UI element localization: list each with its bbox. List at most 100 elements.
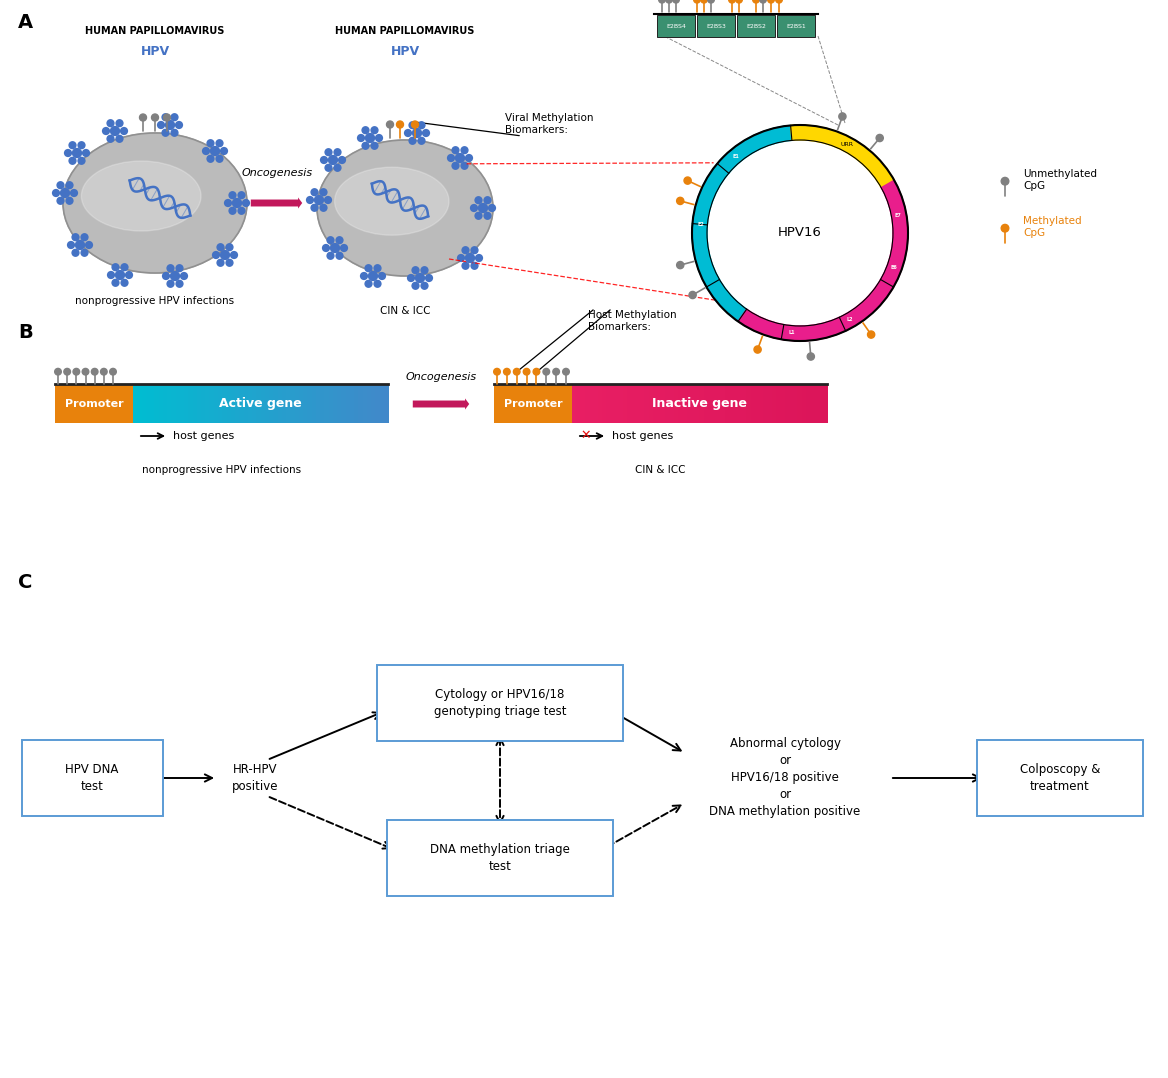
Circle shape [416,274,424,282]
Ellipse shape [317,140,493,276]
Bar [256,385,262,423]
Circle shape [752,0,759,3]
Circle shape [411,121,418,128]
Circle shape [116,120,123,126]
Circle shape [325,149,332,155]
Bar [576,385,582,423]
Bar [265,385,270,423]
Bar [593,385,598,423]
Bar [303,385,308,423]
Wedge shape [881,179,908,233]
Circle shape [57,197,64,204]
Text: Promoter: Promoter [64,399,124,409]
Circle shape [484,197,491,204]
Circle shape [81,234,88,240]
Circle shape [759,0,766,3]
Bar [367,385,371,423]
Circle shape [425,275,432,281]
Bar [691,385,696,423]
Bar [610,385,616,423]
Bar [656,385,662,423]
Text: DNA methylation triage
test: DNA methylation triage test [430,843,570,873]
Circle shape [729,0,736,3]
Circle shape [120,127,127,135]
Bar [669,385,675,423]
Circle shape [533,369,540,375]
Text: nonprogressive HPV infections: nonprogressive HPV infections [142,465,301,475]
Text: HUMAN PAPILLOMAVIRUS: HUMAN PAPILLOMAVIRUS [335,26,474,36]
Bar [793,385,798,423]
Bar [150,385,155,423]
Bar [307,385,313,423]
Circle shape [361,273,368,279]
Circle shape [227,260,232,266]
Circle shape [70,190,77,196]
Ellipse shape [334,167,449,235]
Bar [589,385,595,423]
Bar [185,385,189,423]
Circle shape [452,147,459,154]
Bar [269,385,274,423]
Circle shape [175,122,182,128]
Circle shape [767,0,774,3]
Circle shape [488,205,495,211]
Circle shape [111,126,119,136]
Bar [218,385,223,423]
Text: host genes: host genes [612,431,673,441]
Circle shape [684,177,691,184]
Circle shape [676,262,683,268]
Bar [286,385,291,423]
Circle shape [74,369,79,375]
Bar [214,385,220,423]
Bar [371,385,376,423]
Circle shape [216,155,223,162]
Bar [759,385,764,423]
Circle shape [456,153,465,163]
Circle shape [339,156,346,164]
Bar [359,385,363,423]
Circle shape [221,148,228,154]
Circle shape [461,163,468,169]
Bar [682,385,688,423]
Bar [325,385,329,423]
Circle shape [362,127,369,134]
Bar [572,385,577,423]
Bar [315,385,321,423]
Bar [167,385,172,423]
Circle shape [320,205,327,211]
Circle shape [479,204,487,212]
Text: CIN & ICC: CIN & ICC [635,465,686,475]
Circle shape [563,369,569,375]
Circle shape [694,0,701,3]
Circle shape [868,331,875,338]
Circle shape [107,136,114,142]
Circle shape [334,149,341,155]
Circle shape [217,244,224,250]
Circle shape [121,279,128,287]
Bar [146,385,151,423]
Bar [598,385,603,423]
Circle shape [376,135,382,141]
Bar [206,385,210,423]
Circle shape [327,237,334,244]
Text: HUMAN PAPILLOMAVIRUS: HUMAN PAPILLOMAVIRUS [85,26,224,36]
Bar [755,385,760,423]
Wedge shape [738,279,894,341]
Circle shape [116,271,125,279]
Circle shape [91,369,98,375]
Circle shape [328,155,338,165]
Bar [294,385,300,423]
Circle shape [396,121,403,128]
Circle shape [320,189,327,195]
FancyBboxPatch shape [777,15,815,37]
Bar [175,385,181,423]
Bar [260,385,266,423]
Bar [239,385,244,423]
Bar [734,385,738,423]
Bar [772,385,777,423]
Circle shape [701,0,708,3]
Circle shape [371,127,378,134]
Bar [201,385,207,423]
FancyBboxPatch shape [737,15,776,37]
Bar [614,385,620,423]
